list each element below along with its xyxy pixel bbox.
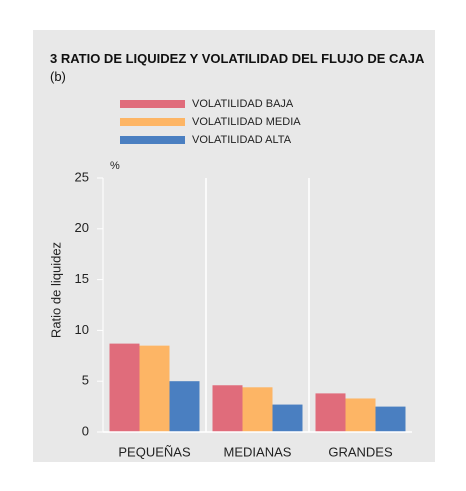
bar xyxy=(212,385,243,432)
bar xyxy=(315,393,346,432)
bar xyxy=(375,406,406,432)
x-tick-label: PEQUEÑAS xyxy=(118,444,191,459)
x-tick-label: MEDIANAS xyxy=(224,444,292,459)
bar xyxy=(242,387,273,432)
y-unit: % xyxy=(110,160,120,172)
title-text: 3 RATIO DE LIQUIDEZ Y VOLATILIDAD DEL FL… xyxy=(50,51,425,66)
chart-title: 3 RATIO DE LIQUIDEZ Y VOLATILIDAD DEL FL… xyxy=(50,50,440,86)
title-note: (b) xyxy=(50,69,66,84)
x-tick-label: GRANDES xyxy=(328,444,393,459)
bar xyxy=(109,343,140,432)
y-tick-label: 5 xyxy=(82,373,89,388)
bar xyxy=(272,404,303,432)
y-tick-label: 15 xyxy=(75,271,89,286)
y-axis-label: Ratio de liquidez xyxy=(48,242,63,338)
y-tick-label: 0 xyxy=(82,423,89,438)
y-tick-label: 20 xyxy=(75,220,89,235)
legend-swatch xyxy=(120,100,185,108)
bar xyxy=(169,381,200,432)
legend-swatch xyxy=(120,118,185,126)
legend-swatch xyxy=(120,136,185,144)
legend-label: VOLATILIDAD MEDIA xyxy=(192,116,301,128)
y-tick-label: 25 xyxy=(75,169,89,184)
legend-label: VOLATILIDAD BAJA xyxy=(192,98,294,110)
bar xyxy=(139,345,170,432)
y-tick-label: 10 xyxy=(75,322,89,337)
legend-label: VOLATILIDAD ALTA xyxy=(192,134,292,146)
bar xyxy=(345,398,376,432)
